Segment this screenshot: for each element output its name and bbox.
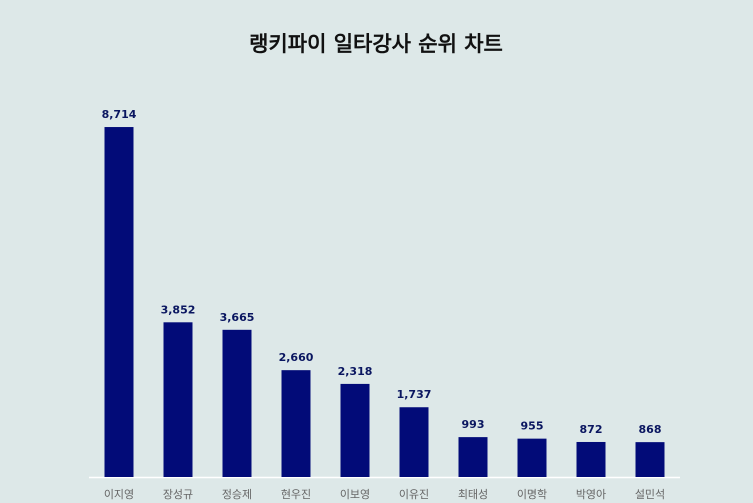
x-tick-label: 최태성	[458, 488, 488, 501]
chart-title: 랭키파이 일타강사 순위 차트	[249, 32, 503, 56]
bar	[104, 127, 134, 477]
bar	[222, 329, 252, 477]
bar	[576, 441, 606, 477]
value-label: 993	[462, 418, 485, 431]
x-tick-label: 현우진	[281, 488, 311, 501]
value-label: 3,852	[161, 303, 196, 316]
value-label: 955	[521, 420, 544, 433]
value-label: 2,318	[338, 365, 373, 378]
bar	[517, 438, 547, 477]
value-label: 2,660	[279, 351, 314, 364]
value-label: 8,714	[102, 108, 137, 121]
bar	[399, 407, 429, 477]
x-tick-label: 장성규	[163, 488, 193, 501]
bar	[340, 383, 370, 477]
x-tick-label: 정승제	[222, 488, 252, 501]
value-label: 1,737	[397, 388, 432, 401]
value-label: 868	[639, 423, 662, 436]
bar	[163, 322, 193, 477]
value-label: 3,665	[220, 311, 255, 324]
x-tick-label: 이지영	[104, 488, 134, 501]
x-tick-label: 이유진	[399, 488, 429, 501]
x-tick-label: 이명학	[517, 488, 547, 501]
bar	[281, 370, 311, 477]
x-tick-label: 이보영	[340, 488, 370, 501]
bar	[458, 437, 488, 477]
x-tick-label: 설민석	[635, 488, 665, 501]
value-label: 872	[580, 423, 603, 436]
x-tick-label: 박영아	[576, 488, 606, 501]
bar	[635, 442, 665, 477]
